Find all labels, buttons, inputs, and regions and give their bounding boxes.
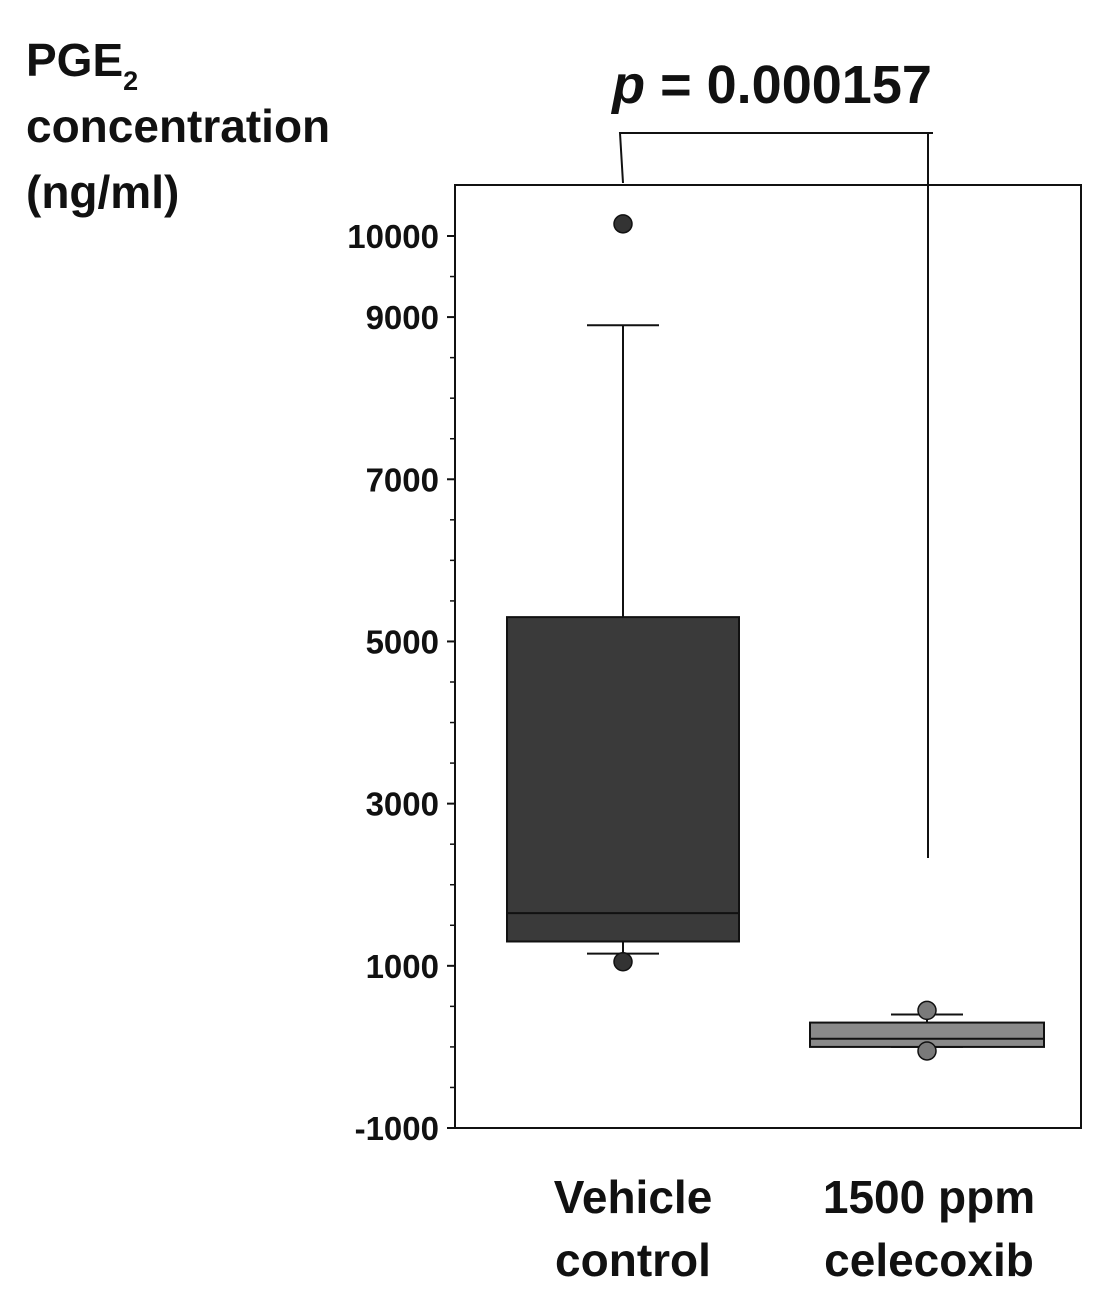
y-tick-label-6: -1000: [355, 1110, 439, 1147]
box-0: [506, 616, 740, 943]
x-category-label-1-line-1: 1500 ppm: [823, 1171, 1035, 1223]
x-category-label-0-line-2: control: [555, 1234, 711, 1286]
x-category-label-1-line-2: celecoxib: [824, 1234, 1034, 1286]
outlier-point-1-0: [917, 1000, 937, 1021]
outlier-point-0-1: [613, 952, 633, 972]
box-1: [809, 1021, 1045, 1048]
outlier-point-0-0: [613, 214, 633, 234]
chart-marks: 10000 9000 7000 5000 3000 1000 -1000: [347, 132, 1045, 1147]
y-tick-label-0: 10000: [347, 218, 439, 255]
x-category-label-0-line-1: Vehicle: [554, 1171, 713, 1223]
plot-frame: [454, 184, 1082, 1129]
significance-bracket: [618, 132, 933, 184]
y-tick-label-5: 1000: [366, 948, 439, 985]
y-axis-title-line-2: concentration: [26, 100, 330, 152]
y-tick-label-2: 7000: [366, 461, 439, 498]
y-axis-title-line-3: (ng/ml): [26, 166, 179, 218]
y-tick-label-1: 9000: [366, 299, 439, 336]
y-tick-label-4: 3000: [366, 786, 439, 823]
y-axis-title-line-1: PGE2: [26, 34, 138, 96]
p-value-label: p = 0.000157: [610, 55, 932, 115]
y-tick-label-3: 5000: [366, 623, 439, 660]
outlier-point-1-1: [917, 1041, 937, 1061]
